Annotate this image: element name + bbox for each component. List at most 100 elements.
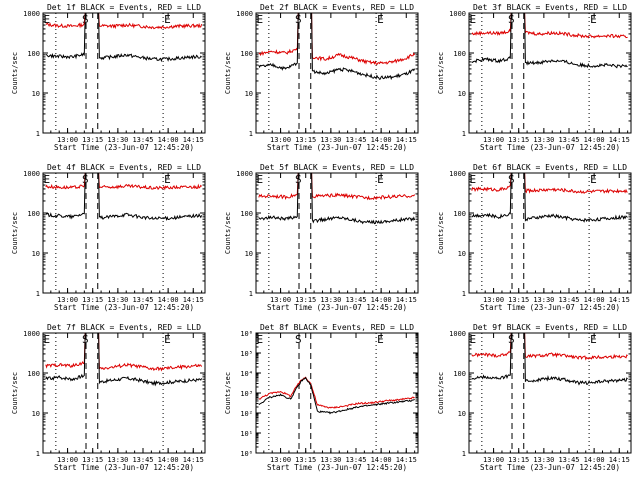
x-tick-label: 13:30 [533, 136, 554, 144]
series-lld [45, 12, 203, 30]
y-tick-label: 100 [453, 50, 466, 58]
x-tick-label: 13:15 [508, 136, 529, 144]
x-tick-label: 14:15 [396, 296, 417, 304]
y-tick-label: 10⁰ [240, 450, 253, 458]
x-tick-label: 14:00 [371, 136, 392, 144]
marker-e: E [590, 173, 597, 186]
x-tick-label: 13:15 [82, 296, 103, 304]
series-lld [258, 12, 416, 66]
y-tick-label: 10⁶ [240, 330, 253, 338]
y-tick-label: 1 [462, 290, 466, 298]
plot-frame [42, 172, 206, 294]
plot-frame [468, 172, 632, 294]
series-events [258, 172, 416, 225]
x-tick-label: 13:45 [558, 296, 579, 304]
panel-title: Det 9f BLACK = Events, RED = LLD [473, 323, 627, 332]
x-tick-label: 13:15 [508, 296, 529, 304]
x-tick-label: 13:45 [132, 136, 153, 144]
panel-title: Det 6f BLACK = Events, RED = LLD [473, 163, 627, 172]
plot-frame [42, 332, 206, 454]
series-lld [45, 332, 203, 372]
series-events [45, 172, 203, 221]
x-tick-label: 13:00 [483, 456, 504, 464]
x-tick-label: 13:15 [82, 456, 103, 464]
y-axis-label: Counts/sec [11, 372, 19, 414]
x-tick-label: 14:15 [609, 136, 630, 144]
y-axis-label: Counts/sec [437, 52, 445, 94]
x-tick-label: 13:00 [57, 456, 78, 464]
marker-e: E [256, 333, 263, 346]
y-tick-label: 1 [249, 130, 253, 138]
series-lld [258, 376, 415, 409]
series-lld [258, 172, 416, 201]
x-tick-label: 13:30 [320, 456, 341, 464]
x-tick-label: 13:45 [345, 296, 366, 304]
y-tick-label: 100 [240, 210, 253, 218]
panel-det-2: Det 2f BLACK = Events, RED = LLD 1 10 100 10… [224, 3, 419, 152]
y-tick-label: 1 [249, 290, 253, 298]
x-tick-label: 14:15 [183, 136, 204, 144]
panel-det-8: Det 8f BLACK = Events, RED = LLD 10⁰ 10¹ 10… [224, 323, 419, 472]
y-tick-label: 1000 [23, 10, 40, 18]
x-tick-label: 14:00 [584, 296, 605, 304]
x-tick-label: 13:00 [57, 136, 78, 144]
y-axis-label: Counts/sec [11, 212, 19, 254]
panel-det-7: Det 7f BLACK = Events, RED = LLD 1 10 100 10… [11, 323, 206, 472]
marker-e: E [469, 333, 476, 346]
series-events [258, 12, 416, 81]
plot-frame [255, 12, 419, 134]
x-tick-label: 13:30 [107, 296, 128, 304]
marker-e: E [43, 333, 50, 346]
series-lld [471, 172, 628, 195]
panel-det-4: Det 4f BLACK = Events, RED = LLD 1 10 100 10… [11, 163, 206, 312]
y-tick-label: 1 [36, 290, 40, 298]
y-tick-label: 1000 [449, 10, 466, 18]
marker-e: E [164, 333, 171, 346]
y-axis-label: Counts/sec [224, 372, 232, 414]
series-events [45, 332, 203, 387]
y-tick-label: 10 [32, 410, 40, 418]
marker-e: E [469, 13, 476, 26]
x-tick-label: 14:15 [183, 456, 204, 464]
x-tick-label: 14:15 [396, 456, 417, 464]
x-tick-label: 14:00 [584, 136, 605, 144]
panel-title: Det 3f BLACK = Events, RED = LLD [473, 3, 627, 12]
panel-title: Det 5f BLACK = Events, RED = LLD [260, 163, 414, 172]
x-tick-label: 13:15 [508, 456, 529, 464]
x-tick-label: 13:45 [132, 296, 153, 304]
y-tick-label: 1000 [449, 330, 466, 338]
marker-e: E [43, 13, 50, 26]
y-axis-label: Counts/sec [11, 52, 19, 94]
panel-title: Det 2f BLACK = Events, RED = LLD [260, 3, 414, 12]
x-tick-label: 14:00 [158, 296, 179, 304]
x-tick-label: 13:00 [483, 136, 504, 144]
y-tick-label: 10³ [240, 390, 253, 398]
series-lld [471, 332, 628, 361]
y-tick-label: 10 [245, 90, 253, 98]
y-tick-label: 1 [462, 450, 466, 458]
marker-e: E [377, 333, 384, 346]
y-tick-label: 100 [27, 50, 40, 58]
y-axis-label: Counts/sec [224, 52, 232, 94]
x-tick-label: 14:00 [371, 296, 392, 304]
y-tick-label: 10 [458, 410, 466, 418]
plot-frame [255, 332, 419, 454]
x-tick-label: 13:15 [82, 136, 103, 144]
x-tick-label: 13:30 [107, 136, 128, 144]
y-tick-label: 100 [453, 370, 466, 378]
x-axis-label: Start Time (23-Jun-07 12:45:20) [54, 463, 194, 472]
x-tick-label: 14:15 [609, 456, 630, 464]
y-tick-label: 1000 [449, 170, 466, 178]
marker-e: E [377, 173, 384, 186]
plot-frame [468, 12, 632, 134]
x-axis-label: Start Time (23-Jun-07 12:45:20) [267, 143, 407, 152]
panel-det-6: Det 6f BLACK = Events, RED = LLD 1 10 100 10… [437, 163, 632, 312]
marker-e: E [590, 333, 597, 346]
panel-title: Det 7f BLACK = Events, RED = LLD [47, 323, 201, 332]
series-events [471, 332, 628, 386]
x-tick-label: 14:00 [584, 456, 605, 464]
y-tick-label: 100 [27, 210, 40, 218]
marker-e: E [256, 13, 263, 26]
plot-frame [468, 332, 632, 454]
plot-frame [42, 12, 206, 134]
